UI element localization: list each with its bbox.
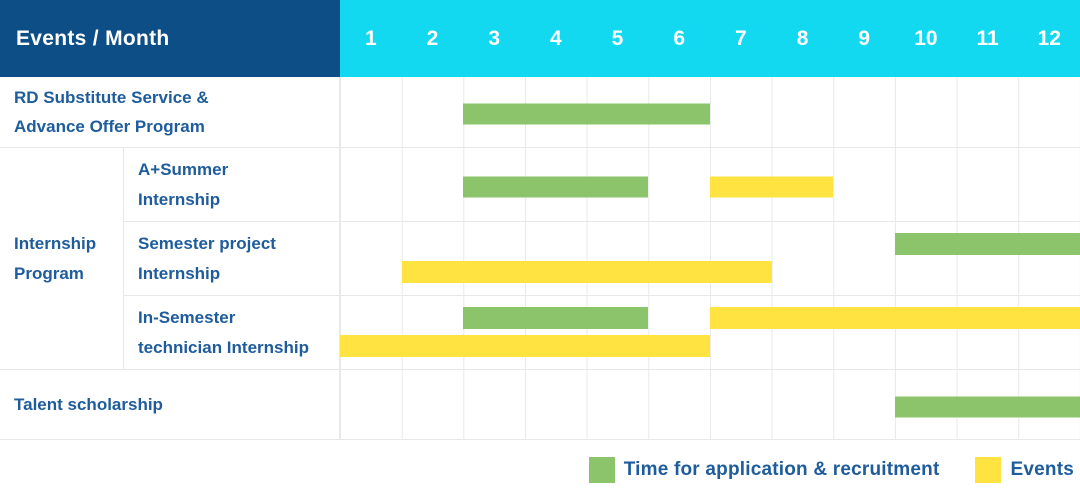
events-color-swatch [975,457,1002,483]
month-header-3: 3 [488,26,501,50]
month-header-row: 1 2 3 4 5 6 7 8 9 10 11 12 [340,0,1080,77]
row-group-internship-program: Internship Program A+Summer Internship S… [0,148,1080,370]
month-header-8: 8 [796,26,809,50]
chart-cell-semester-project [340,222,1080,295]
application-bar [463,176,649,198]
application-color-swatch [588,457,615,483]
internship-subrows: A+Summer Internship Semester project Int… [124,148,1080,369]
row-talent-scholarship: Talent scholarship [0,370,1080,440]
month-header-11: 11 [976,26,999,50]
month-header-2: 2 [426,26,439,50]
application-bar [895,233,1080,255]
month-header-5: 5 [611,26,624,50]
events-bar [710,176,834,198]
chart-cell-rd-substitute [340,77,1080,147]
row-in-semester: In-Semester technician Internship [124,296,1080,369]
events-bar [340,335,710,357]
legend-label-events: Events [1010,459,1074,480]
row-semester-project: Semester project Internship [124,222,1080,296]
chart-cell-in-semester [340,296,1080,369]
events-bar [710,307,1080,329]
header-row: Events / Month 1 2 3 4 5 6 7 8 9 10 11 12 [0,0,1080,77]
row-rd-substitute: RD Substitute Service & Advance Offer Pr… [0,77,1080,148]
legend-item-application: Time for application & recruitment [588,457,940,483]
application-bar [895,396,1080,418]
row-label-a-summer: A+Summer Internship [124,148,340,221]
row-label-semester-project: Semester project Internship [124,222,340,295]
month-header-7: 7 [735,26,747,50]
events-month-header-cell: Events / Month [0,0,340,77]
row-label-internship-program: Internship Program [0,148,124,369]
month-header-12: 12 [1037,26,1061,50]
row-label-talent-scholarship: Talent scholarship [0,370,340,439]
legend: Time for application & recruitment Event… [0,440,1080,494]
legend-label-application: Time for application & recruitment [623,459,940,480]
chart-cell-talent-scholarship [340,370,1080,439]
row-label-rd-substitute: RD Substitute Service & Advance Offer Pr… [0,77,340,147]
row-label-in-semester: In-Semester technician Internship [124,296,340,369]
chart-cell-a-summer [340,148,1080,221]
schedule-table-body: RD Substitute Service & Advance Offer Pr… [0,77,1080,440]
month-header-4: 4 [550,26,562,50]
events-bar [401,261,772,283]
month-header-9: 9 [858,26,871,50]
month-header-10: 10 [914,26,938,50]
legend-item-events: Events [975,457,1074,483]
application-bar [463,307,649,329]
application-bar [463,103,710,125]
month-header-1: 1 [364,26,377,50]
row-a-summer: A+Summer Internship [124,148,1080,222]
events-month-title: Events / Month [16,26,170,50]
month-header-6: 6 [673,26,686,50]
